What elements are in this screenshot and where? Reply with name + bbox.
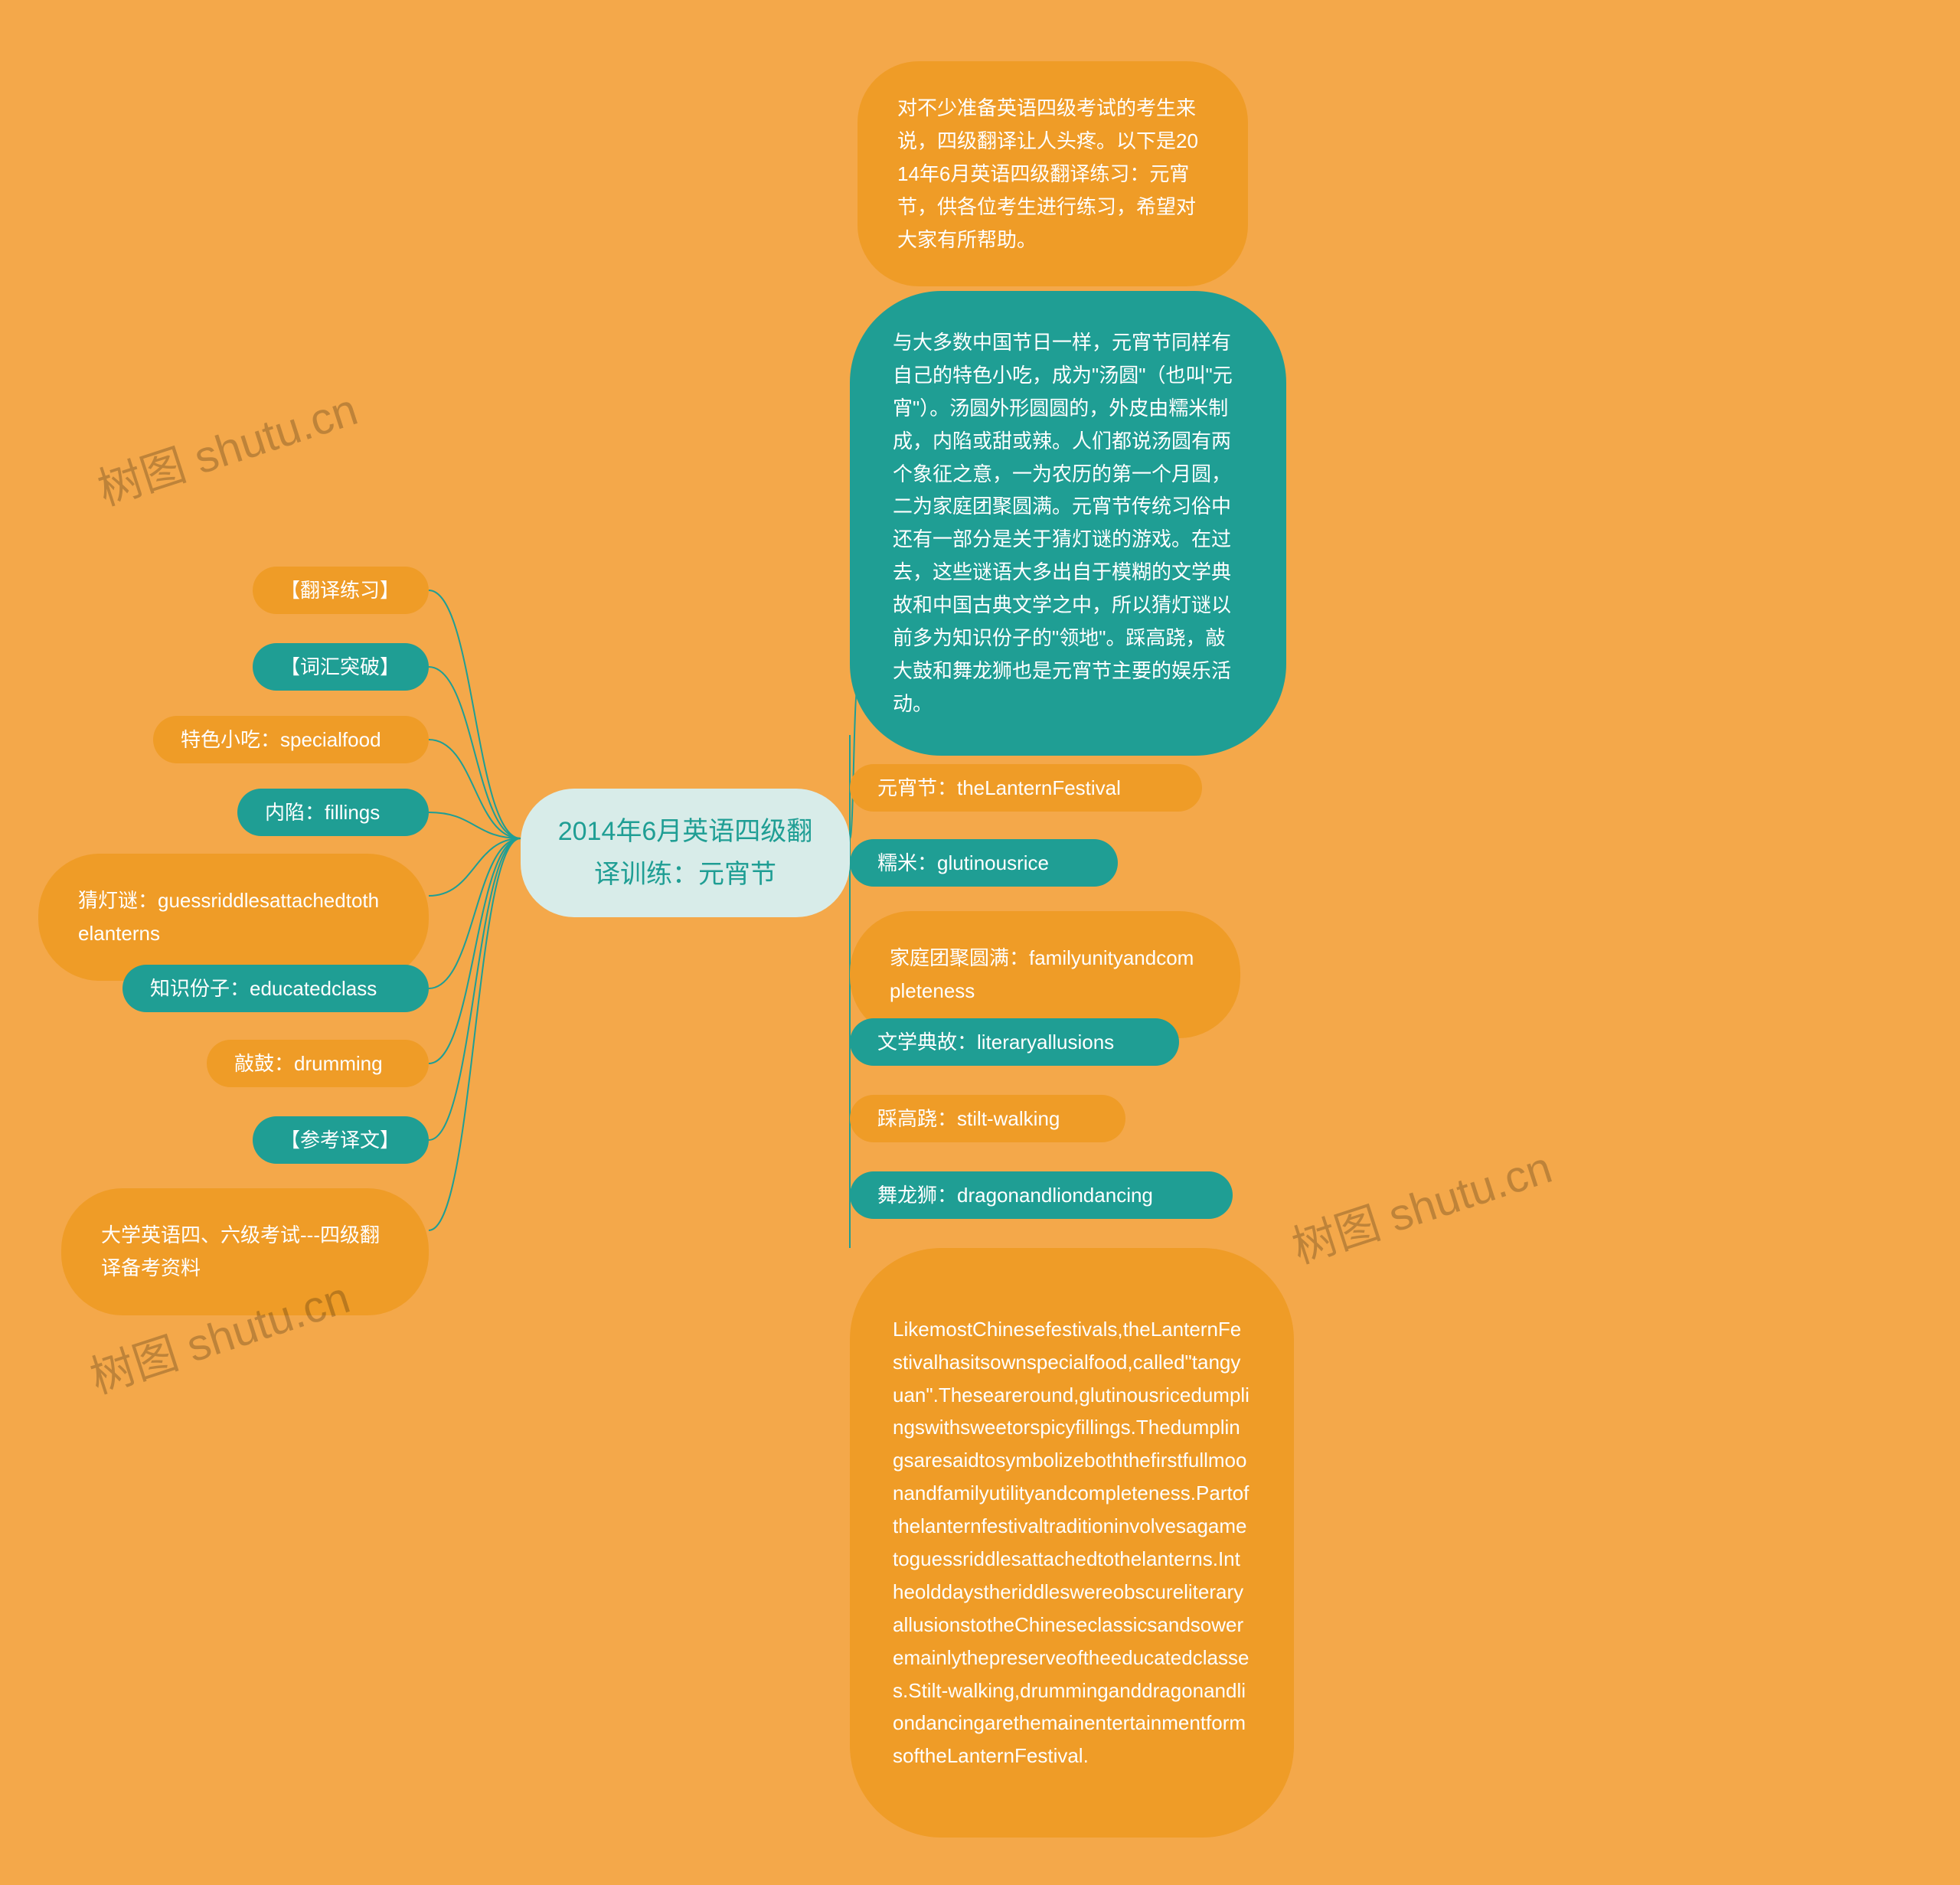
branch-node: 【词汇突破】 <box>253 643 429 691</box>
edge <box>429 838 521 896</box>
branch-node: 知识份子：educatedclass <box>122 965 429 1012</box>
branch-node-label: 舞龙狮：dragonandliondancing <box>873 1179 1210 1212</box>
edge <box>429 838 521 1063</box>
branch-node: 【翻译练习】 <box>253 567 429 614</box>
branch-node-label: 文学典故：literaryallusions <box>873 1026 1156 1059</box>
branch-node-label: 与大多数中国节日一样，元宵节同样有自己的特色小吃，成为"汤圆"（也叫"元宵"）。… <box>888 326 1248 720</box>
branch-node-label: 对不少准备英语四级考试的考生来说，四级翻译让人头疼。以下是2014年6月英语四级… <box>893 92 1213 256</box>
branch-node: 踩高跷：stilt-walking <box>850 1095 1125 1142</box>
watermark: 树图 shutu.cn <box>89 374 364 518</box>
branch-node: 与大多数中国节日一样，元宵节同样有自己的特色小吃，成为"汤圆"（也叫"元宵"）。… <box>850 291 1286 756</box>
branch-node: 元宵节：theLanternFestival <box>850 764 1202 812</box>
edge <box>429 838 521 1140</box>
edge <box>850 689 858 838</box>
branch-node: 【参考译文】 <box>253 1116 429 1164</box>
branch-node-label: 特色小吃：specialfood <box>176 724 406 756</box>
branch-node: 舞龙狮：dragonandliondancing <box>850 1171 1233 1219</box>
branch-node: 特色小吃：specialfood <box>153 716 429 763</box>
edge <box>429 838 521 988</box>
branch-node: LikemostChinesefestivals,theLanternFesti… <box>850 1248 1294 1838</box>
branch-node-label: 【参考译文】 <box>276 1124 406 1157</box>
edge <box>429 812 521 838</box>
branch-node-label: 内陷：fillings <box>260 796 406 829</box>
edge <box>429 590 521 838</box>
watermark: 树图 shutu.cn <box>1283 1132 1559 1276</box>
branch-node-label: 知识份子：educatedclass <box>145 972 406 1005</box>
branch-node: 大学英语四、六级考试---四级翻译备考资料 <box>61 1188 429 1315</box>
branch-node: 猜灯谜：guessriddlesattachedtothelanterns <box>38 854 429 981</box>
edge <box>429 740 521 838</box>
branch-node-label: 猜灯谜：guessriddlesattachedtothelanterns <box>74 884 394 950</box>
center-node-label: 2014年6月英语四级翻译训练：元宵节 <box>551 810 819 896</box>
branch-node: 内陷：fillings <box>237 789 429 836</box>
branch-node-label: 【翻译练习】 <box>276 574 406 607</box>
branch-node-label: 糯米：glutinousrice <box>873 847 1095 880</box>
branch-node-label: 家庭团聚圆满：familyunityandcompleteness <box>885 942 1205 1008</box>
branch-node-label: 【词汇突破】 <box>276 651 406 684</box>
branch-node-label: 踩高跷：stilt-walking <box>873 1103 1102 1135</box>
branch-node: 敲鼓：drumming <box>207 1040 429 1087</box>
edge <box>429 667 521 838</box>
branch-node: 对不少准备英语四级考试的考生来说，四级翻译让人头疼。以下是2014年6月英语四级… <box>858 61 1248 286</box>
branch-node-label: 大学英语四、六级考试---四级翻译备考资料 <box>96 1219 394 1285</box>
branch-node-label: LikemostChinesefestivals,theLanternFesti… <box>888 1313 1256 1772</box>
branch-node-label: 敲鼓：drumming <box>230 1047 406 1080</box>
branch-node-label: 元宵节：theLanternFestival <box>873 772 1179 805</box>
center-node: 2014年6月英语四级翻译训练：元宵节 <box>521 789 850 917</box>
branch-node: 文学典故：literaryallusions <box>850 1018 1179 1066</box>
edge <box>429 838 521 1230</box>
branch-node: 糯米：glutinousrice <box>850 839 1118 887</box>
